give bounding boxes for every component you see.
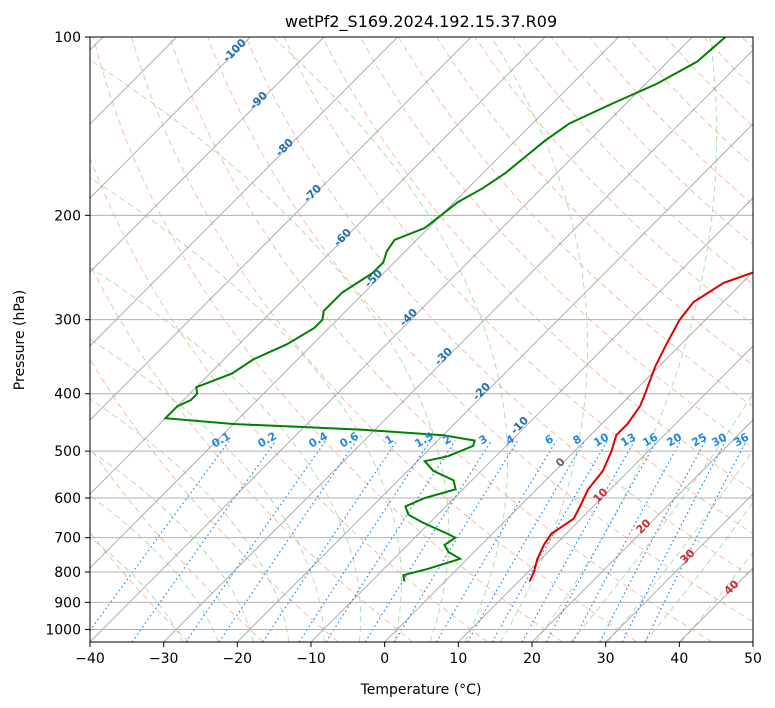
dry-adiabat <box>207 37 753 623</box>
plot-area <box>90 37 753 642</box>
x-tick-label: 20 <box>523 651 541 667</box>
x-tick-label: 10 <box>449 651 467 667</box>
moist-adiabat <box>90 536 184 642</box>
profile-curves <box>163 37 753 582</box>
moist-adiabat <box>90 338 325 642</box>
moist-adiabat <box>90 398 290 642</box>
background-lines <box>90 37 753 642</box>
mixing-ratio-line <box>131 440 277 642</box>
mixing-ratio-line <box>262 440 398 642</box>
plot-frame <box>89 36 754 643</box>
isotherm <box>90 37 693 642</box>
dewpoint-line <box>163 37 727 582</box>
moist-adiabat <box>90 449 255 642</box>
x-tick-label: 30 <box>597 651 615 667</box>
y-tick-label: 300 <box>54 313 81 329</box>
x-axis-label: Temperature (°C) <box>360 682 482 698</box>
mixing-ratio-line <box>545 440 658 642</box>
isotherm <box>90 37 251 199</box>
moist-adiabat <box>570 393 753 642</box>
temperature-line <box>528 271 753 582</box>
isotherm <box>605 493 753 642</box>
y-tick-label: 100 <box>54 30 81 46</box>
mixing-ratio-line <box>599 440 706 642</box>
x-tick-label: −10 <box>296 651 326 667</box>
y-tick-label: 800 <box>54 565 81 581</box>
isotherm <box>752 641 753 642</box>
y-axis-label: Pressure (hPa) <box>12 290 28 390</box>
moist-adiabat <box>90 266 362 642</box>
dry-adiabat <box>283 37 753 535</box>
isotherm <box>457 345 753 642</box>
dry-adiabat <box>90 263 414 642</box>
mixing-ratio-line <box>298 440 432 642</box>
moist-adiabat <box>90 59 450 642</box>
x-tick-label: 50 <box>744 651 762 667</box>
moist-adiabat <box>535 37 718 642</box>
dry-adiabat <box>245 37 753 578</box>
y-tick-label: 500 <box>54 444 81 460</box>
isotherm <box>90 37 546 495</box>
mixing-ratio-line <box>491 440 609 642</box>
mixing-ratio-line <box>466 440 586 642</box>
mixing-ratio-line <box>435 440 558 642</box>
chart-title: wetPf2_S169.2024.192.15.37.R09 <box>285 12 557 32</box>
dry-adiabat <box>92 37 563 642</box>
isotherm <box>384 271 753 642</box>
dry-adiabat <box>90 446 264 642</box>
moist-adiabat <box>681 551 753 642</box>
y-tick-label: 700 <box>54 531 81 547</box>
isotherm <box>90 37 325 273</box>
dry-adiabat <box>321 37 753 492</box>
dry-adiabat <box>474 37 753 326</box>
y-tick-label: 200 <box>54 208 81 224</box>
moist-adiabat <box>90 177 402 642</box>
isotherm <box>531 419 753 642</box>
x-axis-ticks: −40 −30 −20 −10 0 10 20 30 40 50 <box>75 642 762 667</box>
mixing-ratio-line <box>393 440 519 642</box>
y-tick-label: 1000 <box>45 622 81 638</box>
x-tick-label: 40 <box>670 651 688 667</box>
mixing-ratio-line <box>364 440 492 642</box>
moist-adiabat <box>272 37 508 642</box>
mixing-ratio-line <box>644 440 748 642</box>
mixing-ratio-line <box>621 440 727 642</box>
mixing-ratio-line <box>572 440 682 642</box>
isotherm <box>310 197 753 642</box>
mixing-ratio-line <box>521 440 636 642</box>
dry-adiabat <box>436 37 753 366</box>
y-tick-label: 900 <box>54 595 81 611</box>
x-tick-label: −30 <box>149 651 179 667</box>
isotherm <box>163 49 753 642</box>
isotherm <box>90 37 472 421</box>
isotherm <box>90 37 619 569</box>
moist-adiabat <box>607 449 753 642</box>
moist-adiabat <box>644 501 753 642</box>
y-axis-ticks: 100 200 300 400 500 600 700 800 900 1000 <box>45 30 90 638</box>
x-tick-label: −40 <box>75 651 105 667</box>
dry-adiabat <box>130 37 638 642</box>
dry-adiabat <box>512 37 753 285</box>
x-tick-label: −20 <box>223 651 253 667</box>
x-tick-label: 0 <box>380 651 389 667</box>
y-tick-label: 600 <box>54 491 81 507</box>
y-tick-label: 400 <box>54 387 81 403</box>
isotherm <box>236 123 753 642</box>
isotherm <box>90 37 398 347</box>
pressure-gridlines <box>90 36 753 630</box>
dry-adiabat <box>169 37 712 642</box>
